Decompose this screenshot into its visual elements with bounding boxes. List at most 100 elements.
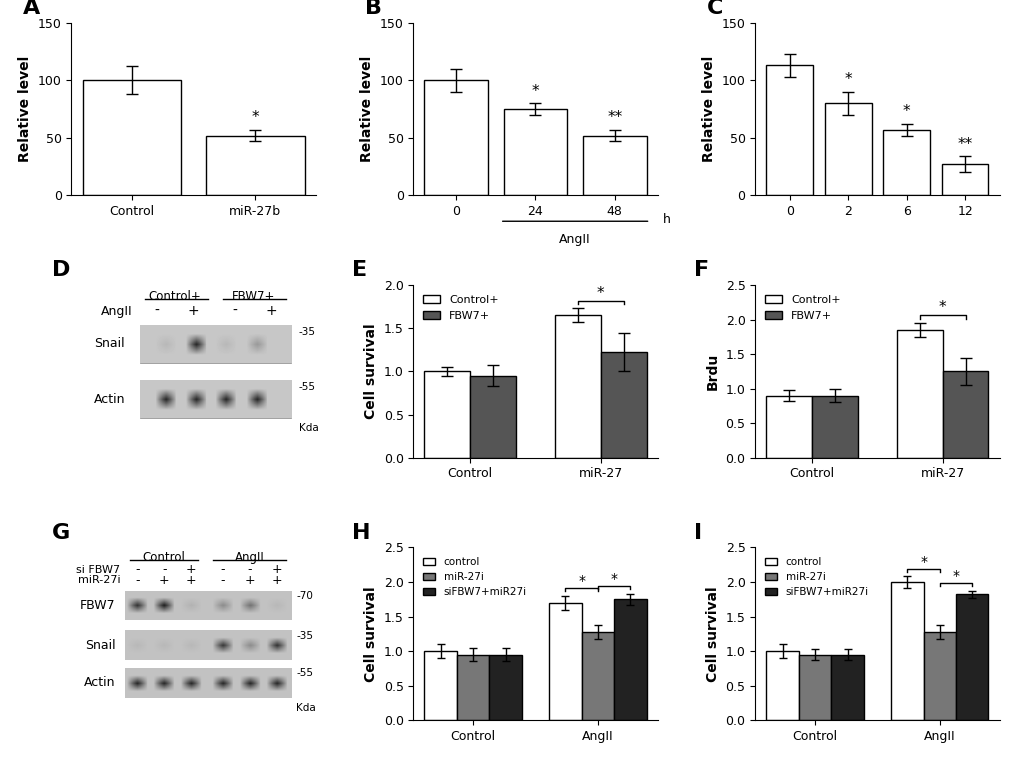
Text: AngII: AngII: [234, 551, 264, 564]
Text: +: +: [185, 563, 197, 576]
Text: -: -: [220, 574, 225, 587]
Bar: [600, 352, 646, 458]
Text: *: *: [610, 572, 616, 586]
Text: Actin: Actin: [84, 676, 115, 690]
Text: Actin: Actin: [94, 393, 125, 406]
Bar: [140, 380, 291, 418]
Text: -55: -55: [299, 382, 315, 392]
Text: -: -: [232, 304, 237, 318]
Bar: [457, 654, 489, 720]
Bar: [583, 136, 646, 196]
Text: Control+: Control+: [149, 290, 202, 303]
Text: *: *: [952, 569, 959, 584]
Text: +: +: [266, 304, 277, 318]
Bar: [581, 631, 613, 720]
Text: *: *: [578, 575, 585, 588]
Bar: [882, 130, 929, 196]
Text: F: F: [694, 261, 708, 280]
Text: +: +: [187, 304, 199, 318]
Text: G: G: [52, 523, 70, 543]
Bar: [942, 371, 987, 458]
Text: FBW7: FBW7: [79, 599, 115, 612]
Text: +: +: [271, 563, 281, 576]
Y-axis label: Cell survival: Cell survival: [364, 324, 378, 419]
Text: AngII: AngII: [558, 233, 590, 246]
Bar: [798, 654, 830, 720]
Text: H: H: [352, 523, 371, 543]
Bar: [811, 396, 857, 458]
Text: h: h: [661, 212, 669, 226]
Text: E: E: [352, 261, 367, 280]
Bar: [548, 603, 581, 720]
Bar: [83, 80, 181, 196]
Bar: [554, 315, 600, 458]
Text: -: -: [162, 563, 166, 576]
Text: +: +: [185, 574, 197, 587]
Y-axis label: Cell survival: Cell survival: [364, 586, 378, 681]
Y-axis label: Brdu: Brdu: [705, 352, 719, 390]
Text: B: B: [364, 0, 381, 18]
Bar: [489, 654, 522, 720]
Legend: control, miR-27i, siFBW7+miR27i: control, miR-27i, siFBW7+miR27i: [760, 553, 872, 601]
Bar: [765, 651, 798, 720]
Legend: control, miR-27i, siFBW7+miR27i: control, miR-27i, siFBW7+miR27i: [418, 553, 530, 601]
Bar: [830, 654, 863, 720]
Text: FBW7+: FBW7+: [231, 290, 275, 303]
Text: si FBW7: si FBW7: [76, 565, 120, 575]
Text: *: *: [844, 72, 851, 87]
Text: Control: Control: [143, 551, 185, 564]
Bar: [923, 631, 955, 720]
Bar: [896, 330, 942, 458]
Bar: [824, 103, 871, 196]
Y-axis label: Cell survival: Cell survival: [705, 586, 719, 681]
Text: -: -: [248, 563, 252, 576]
Text: Snail: Snail: [95, 337, 125, 350]
Bar: [955, 594, 987, 720]
Text: -35: -35: [296, 631, 313, 641]
Text: *: *: [902, 105, 910, 120]
Bar: [424, 371, 470, 458]
Text: C: C: [706, 0, 722, 18]
Text: -35: -35: [299, 327, 315, 337]
Text: D: D: [52, 261, 70, 280]
Bar: [765, 396, 811, 458]
Bar: [765, 65, 812, 196]
Y-axis label: Relative level: Relative level: [18, 56, 33, 162]
Text: *: *: [919, 555, 926, 569]
Text: Kda: Kda: [299, 424, 318, 434]
Text: -: -: [154, 304, 159, 318]
Text: A: A: [22, 0, 40, 18]
Bar: [941, 164, 987, 196]
Text: *: *: [938, 300, 946, 315]
Y-axis label: Relative level: Relative level: [701, 56, 715, 162]
Legend: Control+, FBW7+: Control+, FBW7+: [760, 290, 844, 325]
Bar: [424, 80, 487, 196]
Bar: [613, 600, 646, 720]
Legend: Control+, FBW7+: Control+, FBW7+: [419, 290, 502, 325]
Text: *: *: [531, 83, 539, 99]
Text: -: -: [135, 574, 140, 587]
Text: **: **: [606, 110, 622, 125]
Y-axis label: Relative level: Relative level: [360, 56, 374, 162]
Text: -70: -70: [296, 590, 313, 601]
Text: +: +: [245, 574, 255, 587]
Text: -55: -55: [296, 669, 313, 678]
Text: Snail: Snail: [85, 638, 115, 652]
Text: AngII: AngII: [101, 305, 132, 318]
Bar: [206, 136, 305, 196]
Bar: [891, 582, 923, 720]
Text: *: *: [251, 110, 259, 125]
Bar: [503, 109, 567, 196]
Text: **: **: [957, 136, 972, 152]
Bar: [424, 651, 457, 720]
Text: I: I: [694, 523, 702, 543]
Text: *: *: [596, 286, 604, 301]
Bar: [140, 325, 291, 363]
Text: -: -: [220, 563, 225, 576]
Text: -: -: [135, 563, 140, 576]
Text: +: +: [159, 574, 169, 587]
Text: +: +: [271, 574, 281, 587]
Text: Kda: Kda: [296, 703, 316, 713]
Bar: [470, 376, 516, 458]
Text: miR-27i: miR-27i: [77, 575, 120, 585]
